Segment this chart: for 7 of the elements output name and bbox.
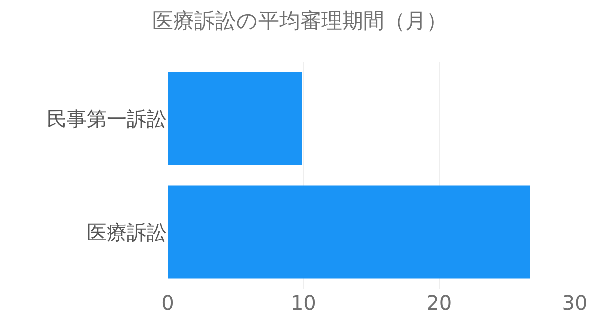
- y-tick-label: 民事第一訴訟: [47, 106, 167, 131]
- x-tick-label: 0: [162, 291, 174, 315]
- x-tick-label: 30: [562, 291, 588, 315]
- chart-title: 医療訴訟の平均審理期間（月）: [152, 8, 448, 33]
- y-tick-label: 医療訴訟: [87, 220, 167, 244]
- x-tick-label: 10: [290, 291, 316, 315]
- x-tick-label: 20: [426, 291, 452, 315]
